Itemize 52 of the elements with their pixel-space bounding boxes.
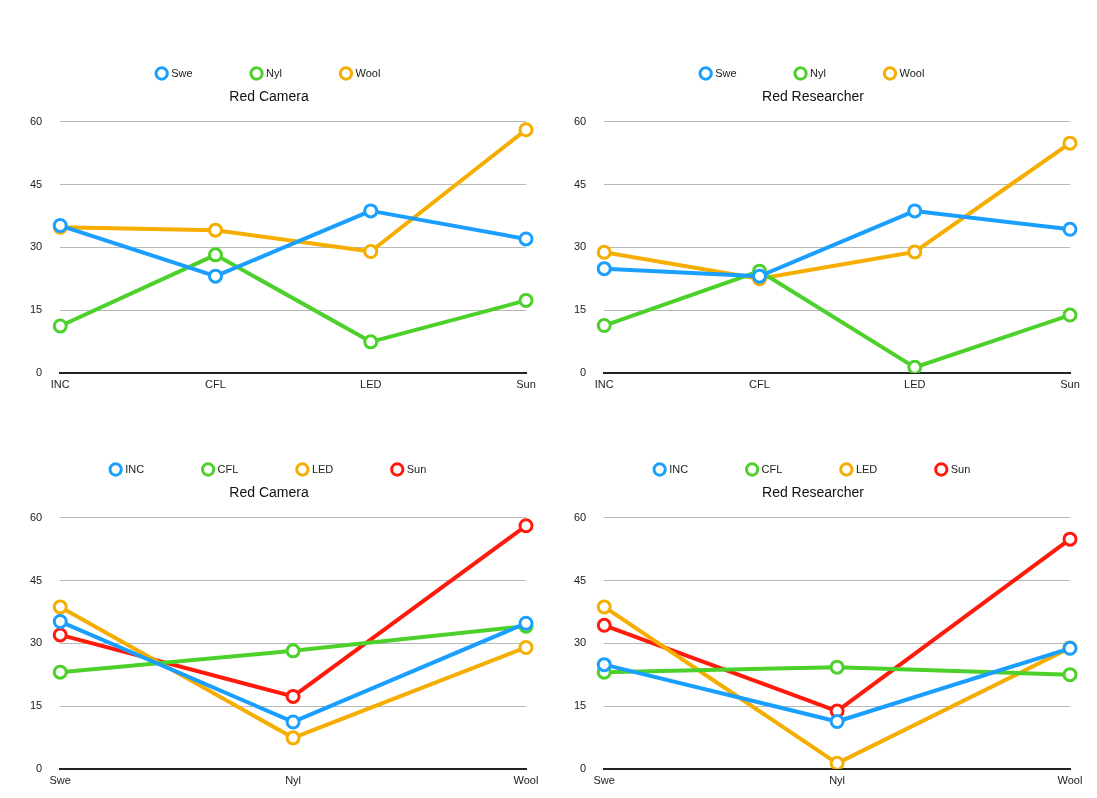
legend-label: INC [125,462,145,475]
legend-label: LED [855,462,878,475]
y-tick-label: 0 [36,761,43,774]
y-tick-label: 0 [36,365,43,378]
y-tick-label: 30 [573,240,587,253]
legend-label: CFL [761,462,783,475]
x-tick-label: CFL [205,378,226,391]
legend-label: Swe [715,66,737,79]
legend-label: INC [669,462,689,475]
x-tick-label: CFL [749,378,770,391]
y-tick-label: 0 [580,761,587,774]
chart-title: Red Researcher [762,484,865,501]
y-tick-label: 30 [29,240,43,253]
x-tick-label: LED [904,378,926,391]
y-tick-label: 60 [573,510,587,523]
x-tick-label: INC [594,378,614,391]
y-tick-label: 15 [29,699,43,712]
legend-label: Sun [950,462,971,475]
legend-label: Nyl [266,66,282,79]
y-tick-label: 15 [573,303,587,316]
chart-title: Red Camera [229,88,309,105]
x-tick-label: Wool [513,774,539,787]
y-tick-label: 45 [29,177,43,190]
legend-label: Swe [171,66,193,79]
y-tick-label: 0 [580,365,587,378]
legend-label: Wool [899,66,925,79]
legend-label: Nyl [810,66,826,79]
legend-label: Sun [406,462,427,475]
y-tick-label: 60 [29,510,43,523]
legend-label: Wool [355,66,381,79]
x-tick-label: LED [360,378,382,391]
legend-label: CFL [217,462,239,475]
legend-label: LED [311,462,334,475]
chart-title: Red Camera [229,484,309,501]
y-tick-label: 45 [29,573,43,586]
chart-title: Red Researcher [762,88,865,105]
y-tick-label: 30 [29,636,43,649]
y-tick-label: 45 [573,573,587,586]
y-tick-label: 15 [573,699,587,712]
x-tick-label: Nyl [829,774,846,787]
y-tick-label: 60 [29,114,43,127]
x-tick-label: Sun [1060,378,1080,391]
y-tick-label: 60 [573,114,587,127]
y-tick-label: 45 [573,177,587,190]
x-tick-label: Sun [516,378,536,391]
x-tick-label: Swe [49,774,71,787]
x-tick-label: INC [50,378,70,391]
x-tick-label: Wool [1057,774,1083,787]
y-tick-label: 15 [29,303,43,316]
y-tick-label: 30 [573,636,587,649]
x-tick-label: Swe [593,774,615,787]
x-tick-label: Nyl [285,774,302,787]
